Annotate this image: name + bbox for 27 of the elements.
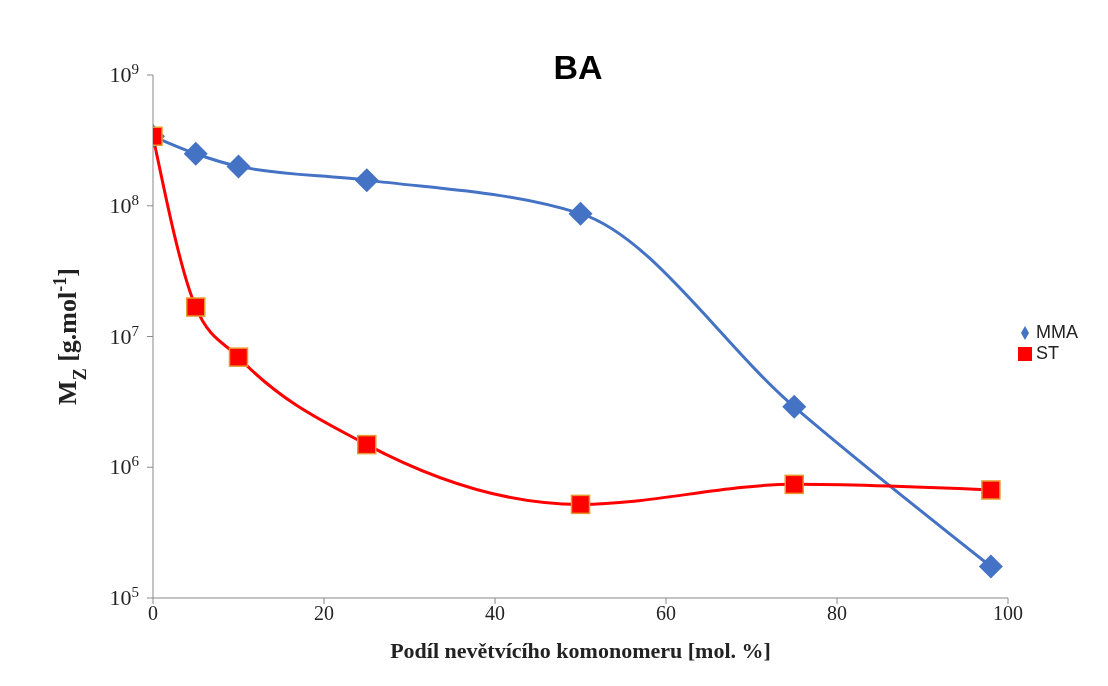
point bbox=[357, 434, 377, 455]
chart-title: BA bbox=[552, 48, 604, 87]
x-tick-label: 20 bbox=[314, 602, 334, 625]
y-tick-label: 10$^{5}$ bbox=[109, 584, 139, 610]
y-tick-label: 10$^{7}$ bbox=[109, 322, 140, 349]
point bbox=[354, 168, 379, 193]
point bbox=[183, 141, 208, 166]
x-axis-title: Podíl nevětvícího komonomeru [mol. %] bbox=[390, 638, 771, 663]
x-tick-label: 100 bbox=[993, 602, 1023, 625]
legend-label: MMA bbox=[1036, 322, 1078, 342]
point bbox=[568, 201, 593, 226]
y-tick-label: 10$^{8}$ bbox=[109, 191, 139, 218]
x-tick-label: 80 bbox=[827, 602, 847, 625]
point bbox=[228, 347, 249, 367]
x-tick-label: 40 bbox=[485, 602, 505, 625]
point bbox=[226, 154, 251, 179]
x-tick-label: 0 bbox=[148, 602, 158, 625]
legend-label: ST bbox=[1036, 343, 1060, 363]
y-tick-label: 10$^{9}$ bbox=[109, 61, 139, 87]
point bbox=[978, 554, 1003, 579]
point bbox=[782, 394, 807, 419]
point bbox=[570, 494, 591, 515]
point bbox=[186, 297, 206, 317]
point bbox=[981, 480, 1001, 500]
y-tick-label: 10$^{6}$ bbox=[109, 453, 140, 480]
point bbox=[784, 474, 804, 495]
x-tick-label: 60 bbox=[656, 602, 676, 625]
